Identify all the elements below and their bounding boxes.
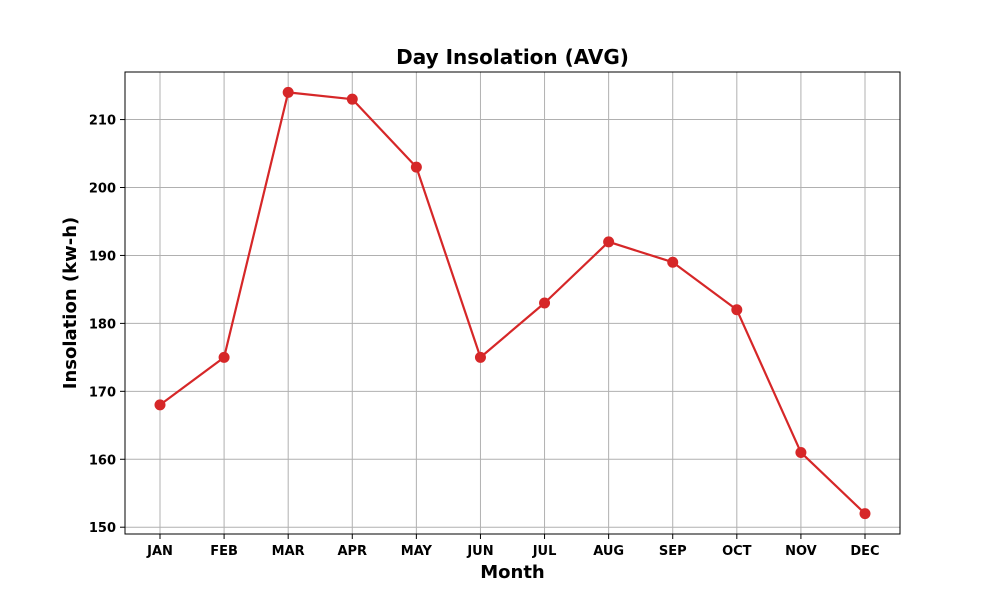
plot-frame xyxy=(124,71,901,535)
x-tick-label: SEP xyxy=(659,544,687,559)
y-tick-label: 200 xyxy=(89,182,116,197)
x-tick-label: APR xyxy=(337,544,367,559)
ticks: JAN FEB MAR APR MAY JUN JUL AUG SEP OCT NOV DEC 150 1… xyxy=(89,114,880,559)
series xyxy=(154,86,871,520)
y-tick-label: 210 xyxy=(89,114,116,129)
y-tick-label: 170 xyxy=(89,385,116,400)
chart-title: Day Insolation (AVG) xyxy=(396,45,629,69)
data-point xyxy=(282,86,294,98)
x-tick-label: JUN xyxy=(466,544,493,559)
y-tick-label: 150 xyxy=(89,521,116,536)
data-point xyxy=(218,351,230,363)
data-point xyxy=(154,399,166,411)
x-tick-label: AUG xyxy=(593,544,624,559)
x-tick-label: JAN xyxy=(146,544,173,559)
data-point xyxy=(539,297,551,309)
x-axis-label: Month xyxy=(480,562,545,583)
data-point xyxy=(346,93,358,105)
x-tick-label: OCT xyxy=(722,544,752,559)
data-point xyxy=(731,304,743,316)
x-tick-label: FEB xyxy=(210,544,238,559)
y-tick-label: 190 xyxy=(89,249,116,264)
data-point xyxy=(859,508,871,520)
x-tick-label: MAY xyxy=(401,544,433,559)
data-point xyxy=(795,446,807,458)
grid xyxy=(125,72,900,534)
data-point xyxy=(474,351,486,363)
x-tick-label: JUL xyxy=(532,544,557,559)
x-tick-label: DEC xyxy=(850,544,879,559)
y-tick-label: 180 xyxy=(89,317,116,332)
series-line xyxy=(159,91,866,515)
data-point xyxy=(667,256,679,268)
y-tick-label: 160 xyxy=(89,453,116,468)
data-point xyxy=(410,161,422,173)
y-axis-label: Insolation (kw-h) xyxy=(60,217,81,389)
data-point xyxy=(603,236,615,248)
x-tick-label: MAR xyxy=(272,544,305,559)
x-tick-label: NOV xyxy=(785,544,817,559)
